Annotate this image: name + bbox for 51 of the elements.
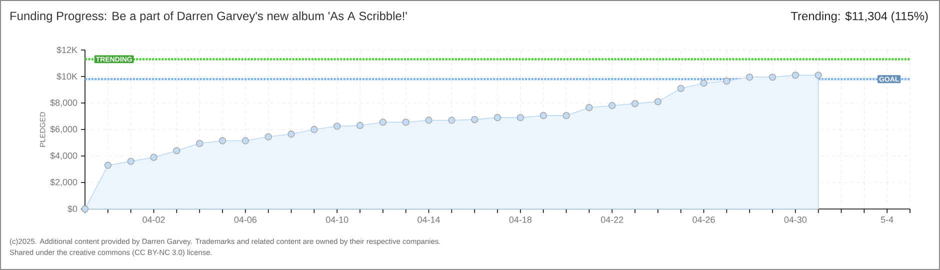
point — [379, 118, 387, 126]
point — [814, 72, 822, 79]
point — [586, 104, 593, 112]
point — [792, 72, 800, 79]
point — [104, 162, 112, 169]
point — [173, 147, 180, 154]
x-tick-label: 5-4 — [880, 216, 894, 223]
point — [562, 112, 570, 120]
y-tick-label: $12K — [56, 46, 78, 54]
x-tick-label: 04-22 — [600, 216, 624, 223]
point — [677, 84, 684, 92]
x-tick-label: 04-30 — [784, 216, 807, 223]
x-tick-label: 04-26 — [692, 216, 715, 223]
y-tick-label: $10K — [56, 72, 78, 80]
y-tick-label: $8,000 — [50, 99, 78, 107]
x-tick-label: 04-14 — [418, 216, 440, 223]
x-tick-label: 04-06 — [234, 216, 256, 223]
point — [242, 137, 250, 144]
x-tick-label: 04-10 — [326, 216, 348, 223]
point — [448, 116, 456, 124]
y-tick-label: $4,000 — [50, 152, 78, 160]
x-tick-label: 04-02 — [142, 216, 165, 223]
point — [81, 205, 89, 213]
point — [768, 74, 776, 81]
point — [264, 133, 272, 140]
point — [654, 98, 662, 106]
point — [425, 116, 432, 124]
point — [516, 114, 524, 122]
point — [402, 118, 410, 126]
point — [723, 78, 730, 85]
point — [700, 80, 708, 87]
point — [494, 114, 502, 122]
chart-subtitle: Trending: $11,304 (115%) — [790, 11, 928, 23]
point — [218, 137, 226, 144]
y-tick-label: $2,000 — [50, 178, 78, 186]
point — [356, 122, 364, 130]
chart-title: Funding Progress: Be a part of Darren Garvey's new album 'As A Scribble!' — [10, 11, 407, 23]
point — [746, 74, 754, 81]
y-tick-label: $6,000 — [50, 126, 78, 134]
point — [310, 126, 318, 134]
point — [631, 100, 639, 108]
point — [608, 102, 616, 110]
point — [127, 158, 134, 165]
point — [334, 122, 341, 130]
point — [471, 116, 478, 124]
point — [288, 130, 295, 138]
point — [196, 140, 204, 147]
y-tick-label: $0 — [68, 205, 78, 213]
x-tick-label: 04-18 — [509, 216, 532, 223]
point — [540, 112, 547, 120]
point — [150, 154, 158, 161]
